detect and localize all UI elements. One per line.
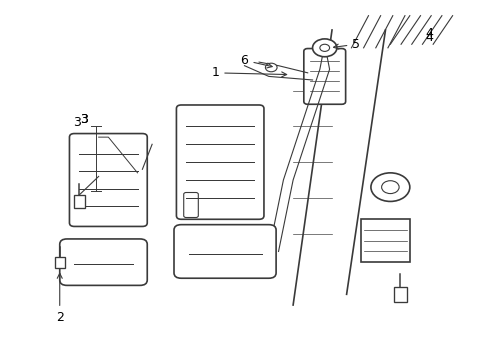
Text: 4: 4 [416, 31, 432, 44]
Text: 3: 3 [73, 116, 95, 156]
FancyBboxPatch shape [176, 105, 264, 219]
FancyBboxPatch shape [60, 239, 147, 285]
Text: 2: 2 [56, 273, 63, 324]
Circle shape [265, 63, 277, 72]
FancyBboxPatch shape [69, 134, 147, 226]
Circle shape [312, 39, 336, 57]
Text: 5: 5 [333, 38, 360, 51]
Bar [55, 257, 64, 268]
Text: 3: 3 [80, 113, 97, 135]
Circle shape [319, 44, 329, 51]
Bar [361, 219, 409, 262]
Circle shape [370, 173, 409, 202]
Bar [393, 287, 406, 302]
FancyBboxPatch shape [303, 49, 345, 104]
Text: 4: 4 [425, 27, 432, 40]
Text: 6: 6 [240, 54, 272, 68]
FancyBboxPatch shape [183, 193, 198, 217]
Circle shape [381, 181, 398, 194]
FancyBboxPatch shape [174, 225, 276, 278]
Text: 3: 3 [80, 113, 88, 126]
Text: 1: 1 [211, 66, 286, 79]
Bar [74, 195, 84, 208]
